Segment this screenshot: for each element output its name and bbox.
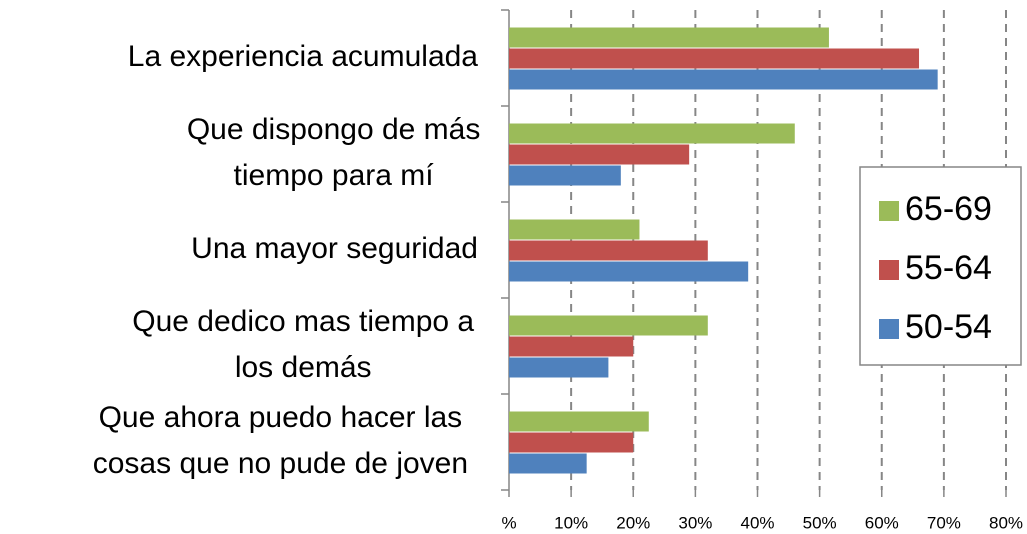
x-tick-label: 40%	[740, 513, 774, 532]
category-line: La experiencia acumulada	[128, 40, 479, 73]
x-tick-label: 60%	[865, 513, 899, 532]
x-tick-label: 10%	[554, 513, 588, 532]
bar	[509, 336, 634, 357]
bar	[509, 69, 938, 90]
category-label: Que ahora puedo hacer las cosas que no pu…	[93, 401, 468, 480]
legend-swatch	[879, 260, 899, 280]
bar	[509, 165, 621, 186]
bar	[509, 315, 708, 336]
legend-swatch	[879, 319, 899, 339]
x-tick-label: 30%	[678, 513, 712, 532]
category-line: cosas que no pude de joven	[93, 447, 468, 480]
category-line: tiempo para mí	[234, 159, 435, 192]
x-tick-label: %	[501, 513, 516, 532]
category-line: los demás	[235, 351, 372, 384]
x-tick-label: 20%	[616, 513, 650, 532]
category-line: Que dedico mas tiempo a	[132, 305, 474, 338]
legend-label: 50-54	[905, 308, 992, 346]
category-label: La experiencia acumulada	[128, 40, 479, 73]
legend-label: 55-64	[905, 249, 992, 287]
bar	[509, 144, 690, 165]
x-tick-label: 80%	[989, 513, 1023, 532]
bar	[509, 240, 708, 261]
category-line: Una mayor seguridad	[191, 232, 478, 265]
category-label: Que dedico mas tiempo a los demás	[132, 305, 474, 384]
bar	[509, 261, 749, 282]
category-line: Que ahora puedo hacer las	[99, 401, 463, 434]
legend-swatch	[879, 201, 899, 221]
x-tick-label: 50%	[803, 513, 837, 532]
bar	[509, 48, 920, 69]
legend-label: 65-69	[905, 190, 992, 228]
category-line: Que dispongo de más	[187, 113, 481, 146]
bar	[509, 432, 634, 453]
bar	[509, 411, 649, 432]
bar	[509, 27, 829, 48]
bar	[509, 453, 587, 474]
bar	[509, 357, 609, 378]
category-label: Una mayor seguridad	[191, 232, 478, 265]
category-label: Que dispongo de más tiempo para mí	[187, 113, 481, 192]
bar	[509, 219, 640, 240]
bar	[509, 123, 795, 144]
x-tick-label: 70%	[927, 513, 961, 532]
